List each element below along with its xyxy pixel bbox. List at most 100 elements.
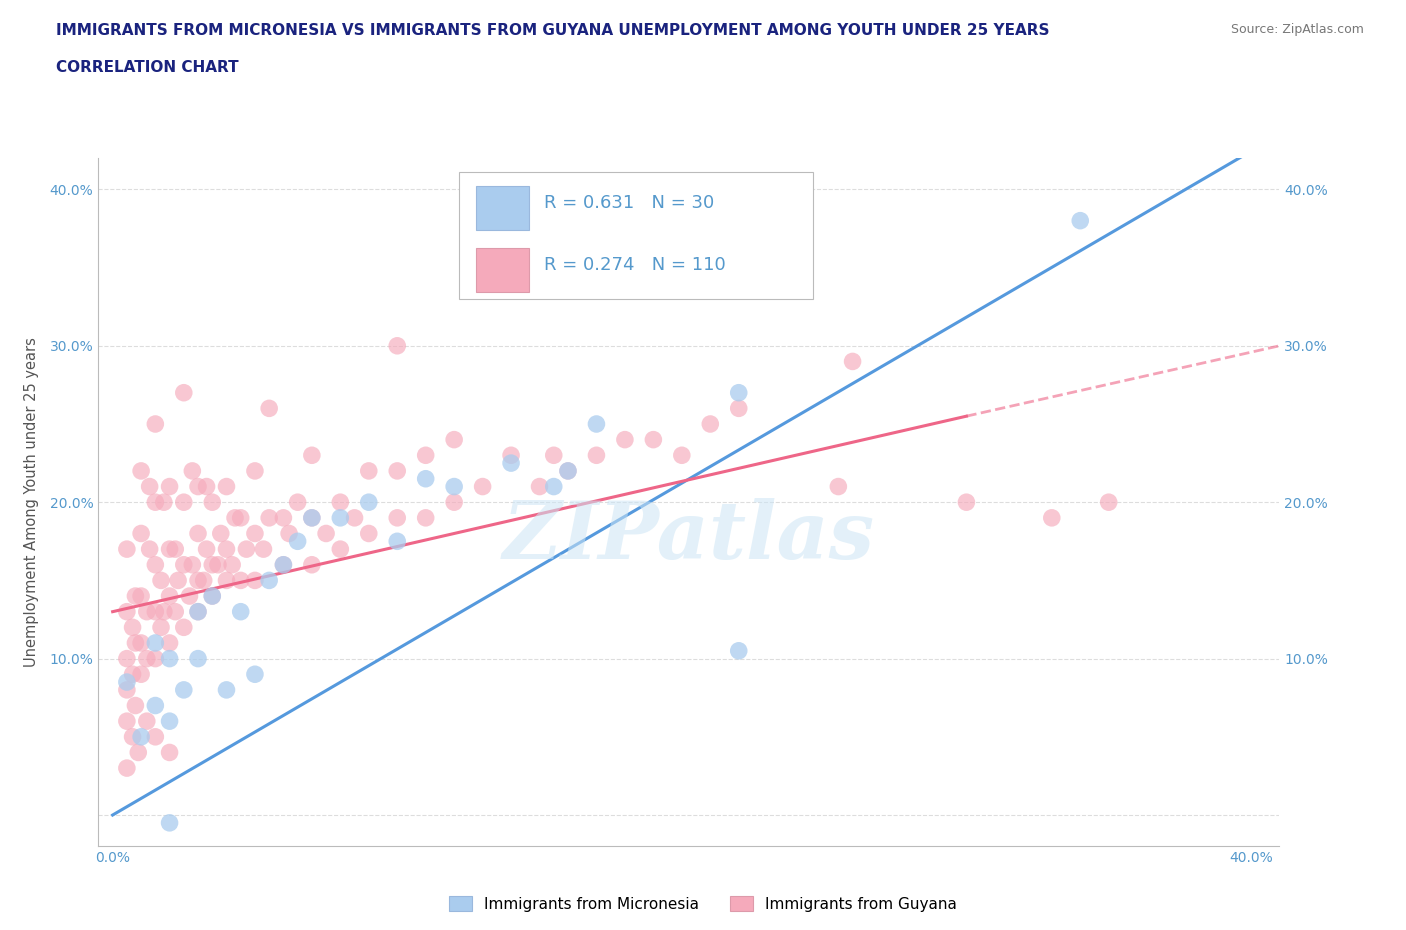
Point [387, 339, 409, 353]
Point [287, 495, 309, 510]
Point [543, 448, 565, 463]
Point [243, 526, 266, 541]
Text: R = 0.631   N = 30: R = 0.631 N = 30 [544, 193, 714, 212]
Point [543, 479, 565, 494]
Y-axis label: Unemployment Among Youth under 25 years: Unemployment Among Youth under 25 years [24, 338, 38, 667]
Text: Source: ZipAtlas.com: Source: ZipAtlas.com [1230, 23, 1364, 36]
Point [179, 589, 201, 604]
Point [143, 417, 166, 432]
Point [955, 495, 977, 510]
Point [201, 495, 224, 510]
Point [143, 557, 166, 572]
Point [273, 557, 295, 572]
Point [827, 479, 849, 494]
Point [153, 495, 176, 510]
Point [187, 573, 209, 588]
Point [187, 479, 209, 494]
Point [207, 557, 229, 572]
FancyBboxPatch shape [458, 172, 813, 299]
Point [243, 667, 266, 682]
Point [143, 651, 166, 666]
Point [387, 463, 409, 478]
Point [287, 534, 309, 549]
Point [209, 526, 232, 541]
Point [201, 589, 224, 604]
Point [159, 651, 181, 666]
Point [159, 479, 181, 494]
Point [215, 683, 238, 698]
Point [195, 479, 218, 494]
Point [121, 729, 143, 744]
Point [159, 745, 181, 760]
Point [115, 674, 138, 689]
Point [301, 511, 323, 525]
FancyBboxPatch shape [477, 247, 530, 292]
Point [243, 463, 266, 478]
Point [257, 401, 280, 416]
Point [224, 511, 246, 525]
Point [129, 589, 152, 604]
Point [557, 463, 579, 478]
Point [159, 816, 181, 830]
Point [129, 635, 152, 650]
Point [252, 541, 274, 556]
Point [150, 620, 173, 635]
Point [357, 495, 380, 510]
Point [138, 479, 160, 494]
Text: R = 0.274   N = 110: R = 0.274 N = 110 [544, 256, 725, 273]
Point [115, 604, 138, 619]
Point [585, 448, 607, 463]
Point [159, 589, 181, 604]
Point [415, 472, 437, 486]
Point [121, 667, 143, 682]
Point [115, 713, 138, 728]
Point [499, 448, 522, 463]
Point [229, 573, 252, 588]
Point [138, 541, 160, 556]
Point [329, 541, 352, 556]
FancyBboxPatch shape [477, 186, 530, 231]
Point [243, 573, 266, 588]
Point [585, 417, 607, 432]
Point [471, 479, 494, 494]
Point [187, 526, 209, 541]
Point [173, 683, 195, 698]
Point [201, 557, 224, 572]
Point [181, 557, 204, 572]
Point [278, 526, 301, 541]
Point [727, 644, 749, 658]
Point [143, 495, 166, 510]
Point [315, 526, 337, 541]
Point [135, 604, 157, 619]
Point [187, 604, 209, 619]
Point [143, 729, 166, 744]
Point [159, 541, 181, 556]
Point [841, 354, 863, 369]
Point [529, 479, 551, 494]
Point [143, 698, 166, 713]
Point [613, 432, 636, 447]
Point [557, 463, 579, 478]
Legend: Immigrants from Micronesia, Immigrants from Guyana: Immigrants from Micronesia, Immigrants f… [443, 889, 963, 918]
Point [329, 511, 352, 525]
Point [257, 511, 280, 525]
Point [215, 479, 238, 494]
Point [1098, 495, 1121, 510]
Point [173, 620, 195, 635]
Point [115, 761, 138, 776]
Point [159, 713, 181, 728]
Point [1069, 213, 1091, 228]
Point [115, 541, 138, 556]
Point [129, 729, 152, 744]
Point [135, 713, 157, 728]
Point [443, 479, 465, 494]
Point [181, 463, 204, 478]
Point [121, 620, 143, 635]
Point [150, 573, 173, 588]
Point [135, 651, 157, 666]
Point [235, 541, 257, 556]
Point [357, 463, 380, 478]
Point [229, 511, 252, 525]
Point [221, 557, 243, 572]
Text: CORRELATION CHART: CORRELATION CHART [56, 60, 239, 75]
